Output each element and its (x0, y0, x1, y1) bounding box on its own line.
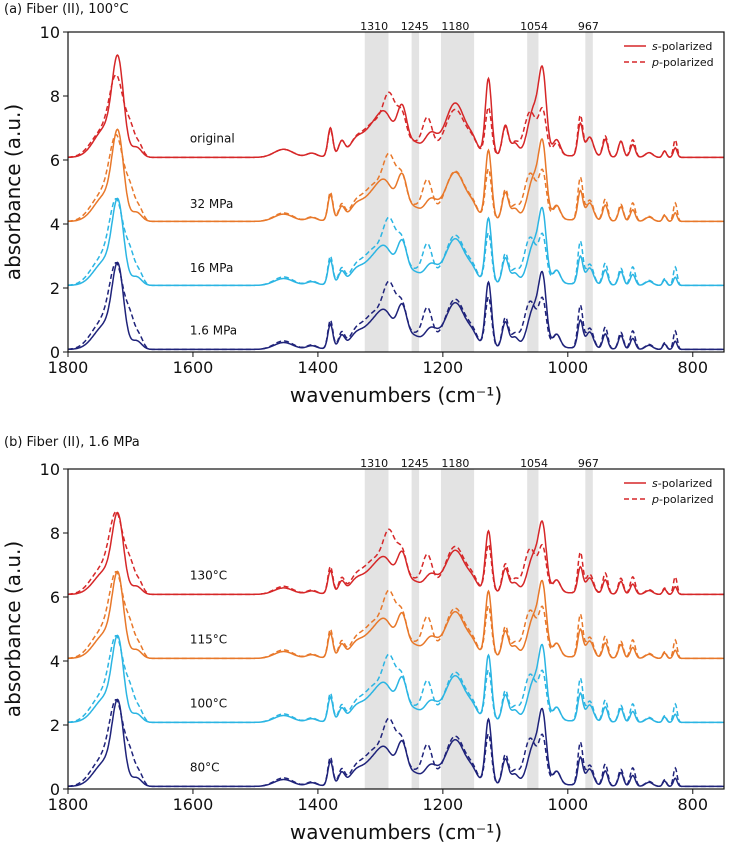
panel-a-legend-p-text: p-polarized (651, 56, 714, 69)
panel-a-band-1054 (527, 32, 539, 352)
panel-b: (b) Fiber (II), 1.6 MPa 1310 1245 1180 1054… (1, 435, 725, 844)
panel-b-legend-p-text: p-polarized (651, 493, 714, 506)
panel-b-title: (b) Fiber (II), 1.6 MPa (4, 435, 140, 450)
panel-b-xtick-label-800: 800 (677, 795, 708, 814)
panel-a-ytick-label-2: 2 (50, 279, 60, 298)
panel-b-series-label-0: 130°C (190, 568, 227, 582)
panel-a-x-axis-label: wavenumbers (cm⁻¹) (290, 383, 502, 407)
panel-a-ytick-label-10: 10 (40, 23, 60, 42)
panel-a-band-1245 (411, 32, 420, 352)
panel-a-ytick-label-0: 0 (50, 343, 60, 362)
panel-a-series-label-2: 16 MPa (190, 261, 234, 275)
panel-b-curve-0-p-polarized (68, 511, 724, 596)
panel-a-band-label-1180: 1180 (441, 20, 469, 33)
panel-a-curve-2-s-polarized (68, 197, 724, 287)
panel-b-plot-frame (67, 468, 725, 790)
panel-b-legend-s-text: s-polarized (652, 477, 712, 490)
panel-b-x-axis-label: wavenumbers (cm⁻¹) (290, 820, 502, 844)
panel-b-curve-3-p-polarized (67, 698, 724, 788)
panel-b-band-label-967: 967 (578, 457, 599, 470)
panel-b-series-label-1: 115°C (190, 632, 227, 646)
panel-a-curve-2-p-polarized (67, 197, 724, 287)
panel-a-curve-3-p-polarized (67, 261, 724, 351)
panel-b-band-label-1245: 1245 (401, 457, 429, 470)
panel-a-plot-frame (67, 31, 725, 353)
panel-b-ytick-label-10: 10 (40, 460, 60, 479)
panel-b-curve-0-s-polarized (67, 511, 724, 596)
panel-b-ytick-label-6: 6 (50, 588, 60, 607)
panel-b-series-label-3: 80°C (190, 760, 220, 774)
panel-b-band-967 (585, 469, 593, 789)
panel-a-xtick-label-1000: 1000 (547, 358, 588, 377)
panel-b-curve-2-s-polarized (68, 634, 724, 724)
panel-a-legend: s-polarized p-polarized (624, 40, 714, 69)
panel-a-band-label-967: 967 (578, 20, 599, 33)
panel-b-ytick-label-0: 0 (50, 780, 60, 799)
panel-a-band-label-1245: 1245 (401, 20, 429, 33)
panel-b-band-1054 (527, 469, 539, 789)
panel-a-band-1310 (364, 32, 389, 352)
panel-a-xtick-label-1200: 1200 (422, 358, 463, 377)
panel-b-legend: s-polarized p-polarized (624, 477, 714, 506)
panel-a-curve-0-s-polarized (68, 54, 724, 159)
panel-a-xtick-label-1400: 1400 (298, 358, 339, 377)
panel-b-ytick-label-2: 2 (50, 716, 60, 735)
panel-a-ytick-label-4: 4 (50, 215, 60, 234)
panel-a-curve-0-p-polarized (68, 74, 724, 159)
panel-a-y-axis-label: absorbance (a.u.) (1, 104, 25, 280)
panel-a-band-label-1054: 1054 (520, 20, 548, 33)
panel-a-series-label-1: 32 MPa (190, 197, 234, 211)
panel-b-band-label-1310: 1310 (360, 457, 388, 470)
panel-a: (a) Fiber (II), 100°C 1310 1245 1180 1054 96… (1, 2, 725, 407)
panel-b-ytick-label-4: 4 (50, 652, 60, 671)
panel-b-band-label-1054: 1054 (520, 457, 548, 470)
panel-a-xtick-label-1800: 1800 (48, 358, 89, 377)
panel-b-xtick-label-1000: 1000 (547, 795, 588, 814)
panel-b-xtick-label-1800: 1800 (48, 795, 89, 814)
panel-a-title: (a) Fiber (II), 100°C (4, 2, 129, 17)
panel-a-legend-s-text: s-polarized (652, 40, 712, 53)
panel-b-band-1310 (364, 469, 389, 789)
panel-b-band-1245 (411, 469, 420, 789)
panel-b-band-label-1180: 1180 (441, 457, 469, 470)
panel-a-series-label-3: 1.6 MPa (190, 323, 237, 337)
panel-a-curve-1-s-polarized (68, 128, 724, 223)
panel-a-series-label-0: original (190, 131, 235, 145)
panel-a-band-label-1310: 1310 (360, 20, 388, 33)
panel-b-series-label-2: 100°C (190, 696, 227, 710)
panel-b-curve-1-s-polarized (68, 570, 724, 660)
panel-a-curve-1-p-polarized (67, 133, 724, 223)
panel-b-xtick-label-1200: 1200 (422, 795, 463, 814)
panel-b-xtick-label-1600: 1600 (173, 795, 214, 814)
panel-a-band-967 (585, 32, 593, 352)
panel-b-curve-2-p-polarized (67, 634, 724, 724)
panel-a-ytick-label-6: 6 (50, 151, 60, 170)
panel-a-curve-3-s-polarized (68, 261, 724, 351)
panel-b-y-axis-label: absorbance (a.u.) (1, 541, 25, 717)
panel-b-ytick-label-8: 8 (50, 524, 60, 543)
panel-a-ytick-label-8: 8 (50, 87, 60, 106)
panel-a-xtick-label-800: 800 (677, 358, 708, 377)
panel-b-curve-1-p-polarized (67, 570, 724, 660)
panel-b-xtick-label-1400: 1400 (298, 795, 339, 814)
panel-b-curve-3-s-polarized (68, 698, 724, 788)
panel-a-xtick-label-1600: 1600 (173, 358, 214, 377)
